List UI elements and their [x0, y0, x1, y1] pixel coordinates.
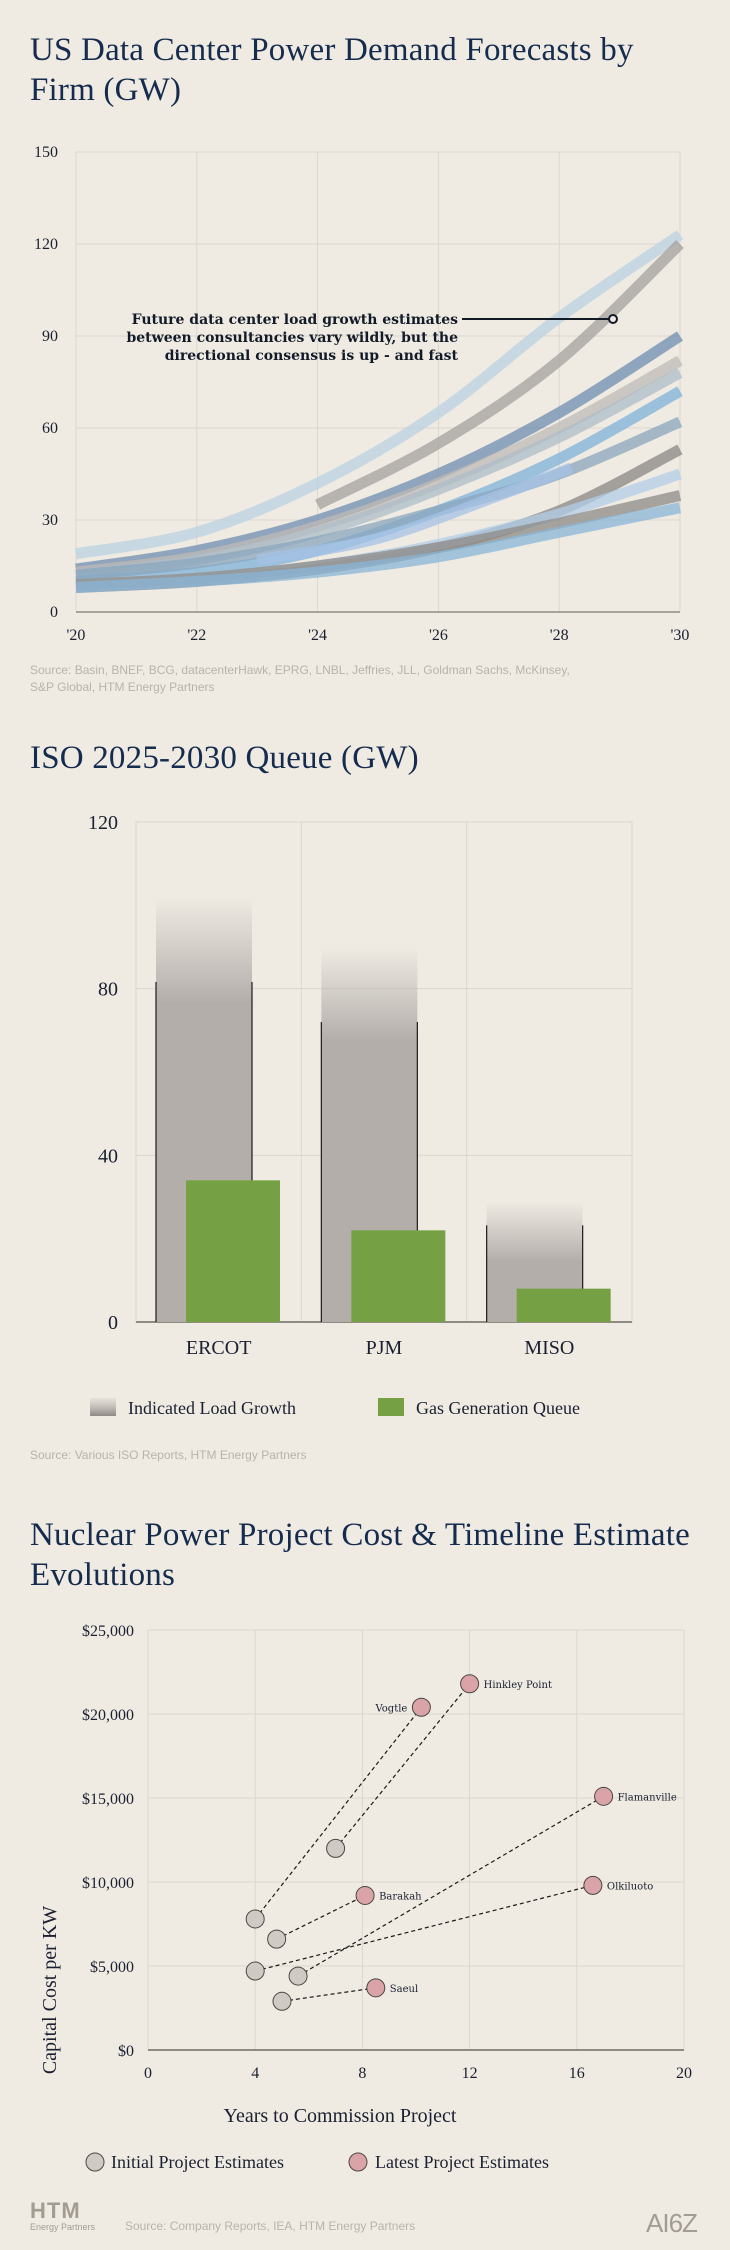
initial-point-saeul [272, 1991, 292, 2011]
connector-hinkley-point [335, 1683, 471, 1849]
forecast-line-1 [75, 230, 684, 560]
section1-source-line-2: S&P Global, HTM Energy Partners [30, 680, 215, 694]
y-tick-label: $15,000 [82, 1791, 134, 1808]
section1-source-line-1: Source: Basin, BNEF, BCG, datacenterHawk… [30, 663, 570, 677]
y-tick-label: $5,000 [90, 1959, 134, 1976]
x-tick-label: 20 [676, 2065, 692, 2082]
y-tick-label: 30 [42, 512, 58, 529]
connector-flamanville [297, 1795, 604, 1977]
annotation-marker [608, 314, 618, 324]
y-tick-label: $20,000 [82, 1707, 134, 1724]
forecast-line-3 [75, 331, 683, 575]
y-tick-label: 120 [34, 236, 58, 253]
legend-marker-initial [85, 2152, 105, 2172]
initial-point-olkiluoto [245, 1961, 265, 1981]
forecast-line-12 [75, 502, 682, 593]
y-tick-label: 80 [98, 979, 118, 1001]
annotation-line-1: Future data center load growth estimates [132, 312, 458, 328]
project-label-hinkley-point: Hinkley Point [484, 1680, 552, 1691]
htm-logo-text: HTM [30, 2198, 81, 2223]
section1-source: Source: Basin, BNEF, BCG, datacenterHawk… [30, 662, 570, 696]
connector-olkiluoto [255, 1884, 594, 1972]
latest-point-olkiluoto [583, 1875, 603, 1895]
project-label-saeul: Saeul [390, 1984, 418, 1995]
section2-title: ISO 2025-2030 Queue (GW) [30, 740, 419, 776]
x-tick-label: '24 [308, 627, 327, 644]
y-tick-label: 0 [108, 1312, 118, 1334]
y-tick-label: $10,000 [82, 1875, 134, 1892]
legend-label-initial: Initial Project Estimates [111, 2152, 284, 2172]
category-label-ercot: ERCOT [186, 1337, 252, 1359]
forecast-line-2 [315, 240, 684, 510]
a16z-logo: AI6Z [646, 2208, 698, 2238]
annotation-line-2: between consultancies vary wildly, but t… [126, 330, 458, 346]
latest-point-vogtle [411, 1697, 431, 1717]
gas-queue-bar-miso [516, 1288, 611, 1322]
x-tick-label: '20 [67, 627, 86, 644]
y-tick-label: 90 [42, 328, 58, 345]
iso-queue-bar-chart: 0 40 80 120 ERCOT PJM MISO Indicated Load Gro… [88, 812, 633, 1418]
x-tick-label: '30 [671, 627, 690, 644]
category-label-miso: MISO [524, 1337, 574, 1359]
project-label-barakah: Barakah [379, 1891, 422, 1902]
section1-title: US Data Center Power Demand Forecasts by… [30, 32, 634, 108]
section3-source: Source: Company Reports, IEA, HTM Energy… [125, 2219, 416, 2233]
x-tick-label: 12 [462, 2065, 478, 2082]
x-tick-label: 16 [569, 2065, 585, 2082]
y-tick-label: 0 [50, 604, 58, 621]
initial-point-hinkley-point [326, 1838, 346, 1858]
x-tick-label: 0 [144, 2065, 152, 2082]
x-tick-label: 8 [358, 2065, 366, 2082]
y-axis-title: Capital Cost per KW [39, 1906, 61, 2074]
connector-saeul [281, 1987, 376, 2002]
legend-swatch-load-growth [90, 1398, 116, 1416]
gas-queue-bar-pjm [351, 1230, 446, 1322]
x-tick-label: 4 [251, 2065, 259, 2082]
project-label-olkiluoto: Olkiluoto [607, 1881, 653, 1892]
initial-point-barakah [267, 1929, 287, 1949]
legend-label-load-growth: Indicated Load Growth [128, 1398, 296, 1418]
forecast-line-8 [256, 462, 574, 566]
x-tick-label: '22 [187, 627, 206, 644]
project-label-vogtle: Vogtle [374, 1703, 407, 1714]
nuclear-cost-scatter-chart: Hinkley Point Vogtle Flamanville Barakah Olk… [39, 1623, 692, 2172]
section2-source: Source: Various ISO Reports, HTM Energy … [30, 1448, 307, 1462]
x-axis-title: Years to Commission Project [224, 2105, 457, 2127]
y-tick-label: 60 [42, 420, 58, 437]
latest-point-flamanville [594, 1786, 614, 1806]
initial-point-vogtle [245, 1909, 265, 1929]
y-tick-label: $25,000 [82, 1623, 134, 1640]
annotation-line-3: directional consensus is up - and fast [165, 348, 459, 364]
project-label-flamanville: Flamanville [618, 1792, 677, 1803]
y-tick-label: 40 [98, 1145, 118, 1167]
y-tick-label: $0 [118, 2043, 134, 2060]
power-demand-line-chart: 0 30 60 90 120 150 '20 '22 '24 '26 '28 '30 Future … [34, 144, 690, 644]
y-tick-label: 150 [34, 144, 58, 161]
section3-title: Nuclear Power Project Cost & Timeline Es… [30, 1517, 690, 1593]
legend-marker-latest [348, 2152, 368, 2172]
connector-vogtle [254, 1706, 422, 1920]
x-tick-label: '28 [550, 627, 569, 644]
latest-point-saeul [366, 1978, 386, 1998]
y-tick-label: 120 [88, 812, 118, 834]
gas-queue-bar-ercot [186, 1180, 280, 1322]
latest-point-hinkley-point [460, 1674, 480, 1694]
legend-swatch-gas-queue [378, 1398, 404, 1416]
legend-label-gas-queue: Gas Generation Queue [416, 1398, 580, 1418]
forecast-line-7 [75, 416, 683, 581]
connector-barakah [276, 1894, 366, 1940]
x-tick-label: '26 [429, 627, 448, 644]
htm-logo: HTM Energy Partners [30, 2198, 96, 2233]
latest-point-barakah [355, 1885, 375, 1905]
category-label-pjm: PJM [366, 1337, 403, 1359]
initial-point-flamanville [288, 1966, 308, 1986]
legend-label-latest: Latest Project Estimates [375, 2152, 549, 2172]
htm-logo-subtext: Energy Partners [30, 2222, 96, 2232]
